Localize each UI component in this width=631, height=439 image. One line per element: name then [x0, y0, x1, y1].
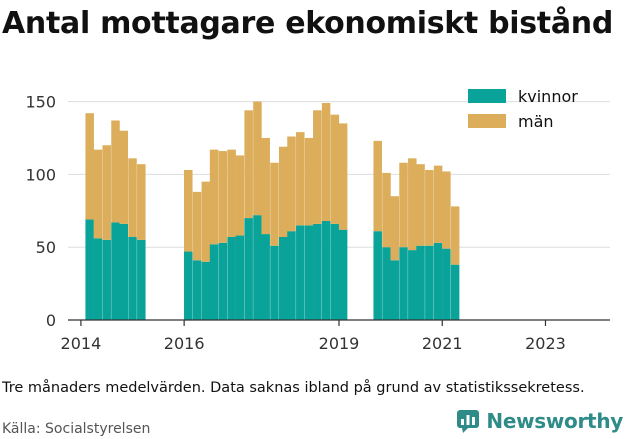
bar-man [433, 165, 443, 243]
bar-kvinnor [382, 247, 391, 320]
brand-name: Newsworthy [486, 409, 623, 433]
bar-kvinnor [209, 244, 219, 320]
bar-kvinnor [330, 223, 340, 320]
bar-man [253, 101, 262, 216]
bar-kvinnor [253, 215, 262, 320]
bar-man [111, 120, 120, 223]
bar-man [137, 164, 146, 240]
brand-logo: Newsworthy [456, 409, 623, 433]
bar-kvinnor [227, 236, 236, 320]
bar-kvinnor [390, 260, 399, 320]
source-note: Källa: Socialstyrelsen [2, 421, 151, 437]
bar-kvinnor [119, 223, 128, 320]
x-tick-label: 2019 [319, 334, 360, 353]
bar-kvinnor [408, 250, 417, 320]
bar-man [296, 132, 305, 226]
bar-man [399, 162, 408, 248]
bar-man [261, 137, 270, 235]
y-axis-tick-labels: 0 50 100 150 [25, 93, 56, 330]
legend-label: kvinnor [518, 87, 578, 106]
bar-kvinnor [296, 225, 305, 320]
newsworthy-logo-icon [457, 410, 480, 433]
bar-man [93, 149, 103, 239]
bar-man [209, 149, 219, 245]
y-tick-label: 50 [36, 238, 56, 257]
bar-kvinnor [85, 219, 94, 320]
bar-man [244, 110, 253, 219]
bar-man [119, 130, 128, 224]
x-tick-label: 2014 [61, 334, 102, 353]
bar-kvinnor [338, 229, 348, 320]
bar-kvinnor [450, 264, 460, 320]
chart-caption: Tre månaders medelvärden. Data saknas ib… [2, 380, 585, 396]
bar-kvinnor [313, 223, 322, 320]
x-tick-label: 2023 [525, 334, 566, 353]
bar-man [270, 162, 279, 246]
bar-kvinnor [442, 248, 451, 320]
bar-kvinnor [111, 222, 120, 320]
bars [85, 101, 460, 320]
y-tick-label: 150 [25, 93, 56, 112]
legend-swatch [468, 114, 506, 128]
bar-man [408, 158, 417, 251]
bar-man [390, 196, 399, 261]
bar-kvinnor [304, 225, 314, 320]
legend-swatch [468, 89, 506, 103]
bar-man [102, 145, 111, 240]
bar-man [313, 110, 322, 224]
bar-man [218, 151, 228, 243]
bar-kvinnor [137, 239, 146, 320]
bar-kvinnor [128, 236, 137, 320]
bar-man [373, 140, 382, 232]
bar-kvinnor [373, 231, 382, 320]
bar-man [330, 114, 340, 224]
y-tick-label: 100 [25, 165, 56, 184]
bar-man [321, 103, 331, 221]
bar-man [416, 164, 425, 246]
bar-man [227, 149, 236, 237]
bar-kvinnor [218, 242, 228, 320]
bar-kvinnor [192, 260, 202, 320]
x-tick-label: 2016 [164, 334, 205, 353]
x-tick-label: 2021 [422, 334, 463, 353]
bar-man [425, 170, 434, 246]
bar-man [382, 172, 391, 248]
bar-kvinnor [399, 247, 408, 320]
bar-man [338, 123, 348, 230]
page-title: Antal mottagare ekonomiskt bistånd [2, 6, 614, 41]
bar-man [201, 181, 211, 262]
bar-kvinnor [201, 261, 211, 320]
legend-label: män [518, 112, 554, 131]
bar-kvinnor [321, 220, 331, 320]
bar-man [304, 137, 314, 226]
bar-man [287, 136, 296, 232]
bar-man [450, 206, 460, 265]
bar-man [192, 191, 202, 261]
bar-kvinnor [184, 251, 193, 320]
bar-kvinnor [279, 236, 288, 320]
bar-man [442, 171, 451, 249]
bar-kvinnor [433, 242, 443, 320]
y-tick-label: 0 [46, 311, 56, 330]
bar-kvinnor [93, 238, 103, 320]
bar-man [128, 158, 137, 237]
bar-kvinnor [416, 245, 425, 320]
bar-kvinnor [287, 231, 296, 320]
bar-man [184, 170, 193, 252]
bar-kvinnor [425, 245, 434, 320]
bar-kvinnor [261, 234, 270, 320]
legend: kvinnor män [468, 87, 578, 131]
bar-man [235, 155, 245, 236]
bar-kvinnor [102, 239, 111, 320]
bar-kvinnor [270, 245, 279, 320]
bar-man [85, 113, 94, 220]
bar-kvinnor [235, 235, 245, 320]
x-axis: 2014 2016 2019 2021 2023 [61, 319, 610, 353]
bar-kvinnor [244, 218, 253, 320]
bar-man [279, 146, 288, 237]
